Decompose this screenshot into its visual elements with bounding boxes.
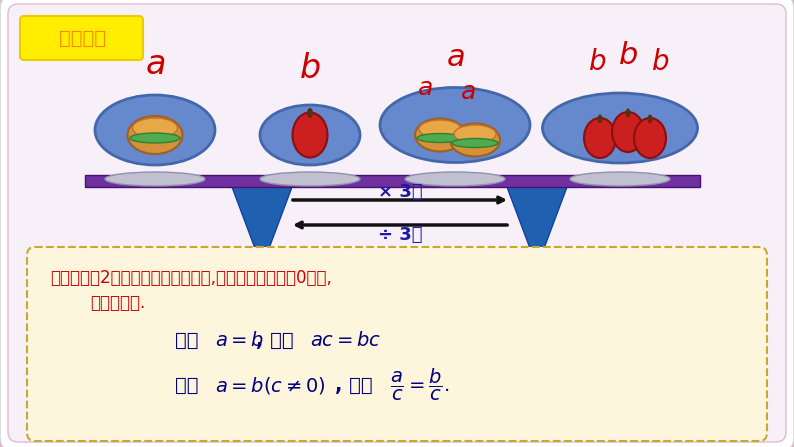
- Text: $b$: $b$: [588, 48, 606, 76]
- Ellipse shape: [598, 114, 603, 123]
- Ellipse shape: [542, 93, 697, 163]
- Text: 结果仍相等.: 结果仍相等.: [90, 294, 145, 312]
- Ellipse shape: [417, 134, 463, 143]
- Text: $a$: $a$: [417, 76, 433, 100]
- Ellipse shape: [612, 112, 644, 152]
- Polygon shape: [507, 187, 567, 267]
- Ellipse shape: [626, 109, 630, 118]
- Text: , 那么: , 那么: [335, 375, 372, 395]
- Text: $b$: $b$: [299, 51, 321, 84]
- Text: $ac = bc$: $ac = bc$: [310, 330, 381, 350]
- Text: 等式的性趄2：等式两边乘同一个数,或除以同一个不为0的数,: 等式的性趄2：等式两边乘同一个数,或除以同一个不为0的数,: [50, 269, 332, 287]
- Text: × 3？: × 3？: [378, 183, 422, 201]
- Text: , 那么: , 那么: [256, 330, 294, 350]
- Ellipse shape: [405, 172, 505, 186]
- Ellipse shape: [105, 172, 205, 186]
- Ellipse shape: [95, 95, 215, 165]
- Ellipse shape: [584, 118, 616, 158]
- Ellipse shape: [454, 125, 496, 143]
- Text: 如果: 如果: [175, 330, 198, 350]
- Text: $\dfrac{a}{c} = \dfrac{b}{c}.$: $\dfrac{a}{c} = \dfrac{b}{c}.$: [390, 367, 449, 403]
- Ellipse shape: [419, 120, 461, 138]
- Text: $a$: $a$: [461, 80, 476, 104]
- Text: $b$: $b$: [618, 41, 638, 69]
- Ellipse shape: [634, 118, 666, 158]
- FancyBboxPatch shape: [20, 16, 143, 60]
- Ellipse shape: [130, 133, 180, 143]
- Text: $a$: $a$: [145, 49, 165, 81]
- FancyBboxPatch shape: [27, 247, 767, 441]
- Polygon shape: [232, 187, 292, 267]
- Text: $a = b(c \neq 0)$: $a = b(c \neq 0)$: [215, 375, 326, 396]
- FancyBboxPatch shape: [8, 4, 786, 442]
- Bar: [85, 175, 700, 187]
- Text: ÷ 3？: ÷ 3？: [378, 226, 422, 244]
- Ellipse shape: [380, 88, 530, 163]
- Text: $b$: $b$: [651, 48, 669, 76]
- Ellipse shape: [570, 172, 670, 186]
- Ellipse shape: [260, 105, 360, 165]
- Ellipse shape: [647, 114, 653, 123]
- Ellipse shape: [133, 118, 178, 138]
- Text: 新课讲解: 新课讲解: [59, 29, 106, 47]
- Ellipse shape: [307, 108, 313, 118]
- Ellipse shape: [452, 139, 498, 148]
- Text: 如果: 如果: [175, 375, 198, 395]
- Text: $a = b$: $a = b$: [215, 330, 264, 350]
- Ellipse shape: [292, 113, 327, 157]
- Ellipse shape: [260, 172, 360, 186]
- Text: $a$: $a$: [445, 43, 464, 72]
- Ellipse shape: [450, 123, 500, 156]
- Ellipse shape: [415, 118, 465, 152]
- Ellipse shape: [128, 116, 183, 154]
